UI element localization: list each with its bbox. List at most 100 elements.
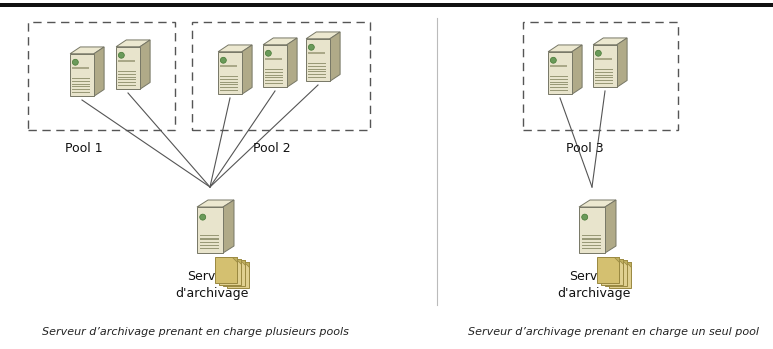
Bar <box>220 84 238 86</box>
Circle shape <box>220 57 226 63</box>
Text: Pool 3: Pool 3 <box>566 141 604 155</box>
Polygon shape <box>617 38 627 87</box>
Bar <box>609 261 632 288</box>
Polygon shape <box>116 40 150 47</box>
Polygon shape <box>618 259 623 263</box>
Bar <box>265 72 284 73</box>
Bar <box>595 80 613 81</box>
Bar <box>265 69 284 70</box>
Bar <box>601 259 623 284</box>
Bar <box>220 90 238 91</box>
Bar <box>308 64 326 65</box>
Circle shape <box>595 50 601 56</box>
Polygon shape <box>626 261 632 267</box>
Bar <box>581 245 601 246</box>
Bar <box>548 52 572 94</box>
Text: Serveur
d'archivage: Serveur d'archivage <box>557 270 631 300</box>
Bar <box>550 90 568 91</box>
Bar <box>550 82 568 83</box>
Polygon shape <box>140 40 150 89</box>
Bar <box>595 83 613 84</box>
Bar <box>73 92 90 93</box>
Text: Serveur
d'archivage: Serveur d'archivage <box>175 270 249 300</box>
Polygon shape <box>197 200 234 207</box>
Text: Pool 1: Pool 1 <box>65 141 103 155</box>
Polygon shape <box>263 38 297 45</box>
Bar <box>220 65 237 67</box>
Bar <box>223 260 245 286</box>
Polygon shape <box>218 45 252 52</box>
Circle shape <box>550 57 557 63</box>
Bar <box>227 261 249 288</box>
Bar <box>581 238 601 240</box>
Bar <box>215 257 237 283</box>
Bar <box>595 58 612 60</box>
Circle shape <box>118 52 124 58</box>
Bar <box>595 77 613 79</box>
Bar <box>308 74 326 75</box>
Bar <box>550 79 568 80</box>
Polygon shape <box>232 257 237 262</box>
Polygon shape <box>94 47 104 96</box>
Bar <box>595 75 613 76</box>
Polygon shape <box>615 257 619 262</box>
Circle shape <box>582 214 587 220</box>
Polygon shape <box>593 38 627 45</box>
Polygon shape <box>605 200 616 253</box>
Bar <box>579 207 605 253</box>
Bar <box>598 257 619 283</box>
Polygon shape <box>287 38 297 87</box>
Circle shape <box>73 59 78 65</box>
Bar <box>308 72 326 73</box>
Bar <box>199 242 219 243</box>
Bar <box>197 207 223 253</box>
Bar <box>73 67 89 69</box>
Bar <box>220 259 241 284</box>
Bar <box>118 82 136 83</box>
Polygon shape <box>223 200 234 253</box>
Bar <box>220 82 238 83</box>
Bar <box>220 87 238 88</box>
Bar <box>220 76 238 77</box>
Bar <box>550 65 567 67</box>
Bar <box>218 52 242 94</box>
Bar <box>308 52 325 54</box>
Bar <box>199 238 219 240</box>
Bar <box>308 77 326 78</box>
Bar <box>73 84 90 85</box>
Bar <box>581 235 601 236</box>
Bar <box>550 76 568 77</box>
Bar <box>308 69 326 70</box>
Bar <box>265 77 284 79</box>
Bar <box>523 22 678 130</box>
Polygon shape <box>330 32 340 81</box>
Bar <box>192 22 370 130</box>
Polygon shape <box>306 32 340 39</box>
Bar <box>118 80 136 81</box>
Bar <box>550 87 568 88</box>
Polygon shape <box>240 260 245 265</box>
Circle shape <box>199 214 206 220</box>
Bar <box>73 89 90 90</box>
Bar <box>73 87 90 88</box>
Bar <box>28 22 175 130</box>
Bar <box>595 72 613 73</box>
Bar <box>220 79 238 80</box>
Bar <box>265 83 284 84</box>
Polygon shape <box>622 260 627 265</box>
Polygon shape <box>70 47 104 54</box>
Bar <box>263 45 287 87</box>
Bar <box>116 47 140 89</box>
Polygon shape <box>237 259 241 263</box>
Bar <box>199 248 219 249</box>
Polygon shape <box>242 45 252 94</box>
Bar <box>265 75 284 76</box>
Bar <box>581 248 601 249</box>
Polygon shape <box>579 200 616 207</box>
Bar <box>265 58 282 60</box>
Bar <box>605 260 627 286</box>
Bar <box>306 39 330 81</box>
Text: Serveur d’archivage prenant en charge plusieurs pools: Serveur d’archivage prenant en charge pl… <box>42 327 349 337</box>
Polygon shape <box>572 45 582 94</box>
Bar <box>550 84 568 86</box>
